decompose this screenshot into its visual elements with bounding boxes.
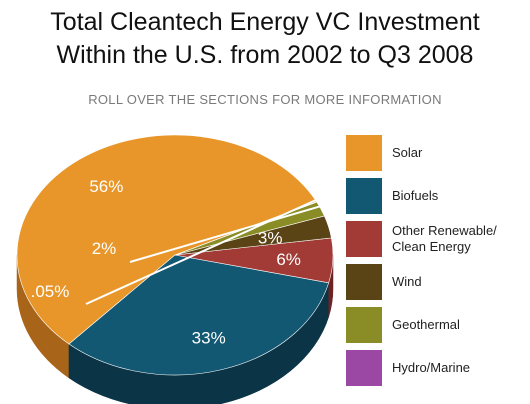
leader-line-hydro-marine	[85, 196, 322, 305]
chart-subtitle: ROLL OVER THE SECTIONS FOR MORE INFORMAT…	[88, 92, 442, 107]
legend-swatch-geothermal	[346, 307, 382, 343]
chart-title: Total Cleantech Energy VC Investment Wit…	[0, 6, 530, 72]
pie-tops	[16, 134, 334, 376]
legend-item-geothermal[interactable]: Geothermal	[346, 307, 530, 343]
chart-title-line-1: Total Cleantech Energy VC Investment	[50, 8, 480, 36]
pie-labels: 56% 33% 6% 3% 2% .05%	[31, 177, 326, 348]
legend-swatch-other-renewable-clean-energy	[346, 221, 382, 257]
legend-item-solar[interactable]: Solar	[346, 135, 530, 171]
legend-item-hydro-marine[interactable]: Hydro/Marine	[346, 350, 530, 386]
legend-label-biofuels: Biofuels	[392, 188, 439, 203]
legend-label-geothermal: Geothermal	[392, 317, 460, 332]
pie-label-solar: 56%	[89, 177, 123, 196]
pie-slice-solar[interactable]	[16, 134, 318, 345]
pie-label-hydro-marine: .05%	[31, 282, 70, 301]
pie-slice-biofuels[interactable]	[68, 254, 330, 376]
legend-swatch-wind	[346, 264, 382, 300]
pie-label-wind: 3%	[258, 229, 283, 248]
legend-label-hydro-marine: Hydro/Marine	[392, 360, 471, 375]
legend-swatch-biofuels	[346, 178, 382, 214]
legend-item-biofuels[interactable]: Biofuels	[346, 178, 530, 214]
legend-swatch-hydro-marine	[346, 350, 382, 386]
pie-label-biofuels: 33%	[192, 329, 226, 348]
legend-swatch-solar	[346, 135, 382, 171]
chart-title-line-2: Within the U.S. from 2002 to Q3 2008	[56, 41, 474, 69]
pie-label-other-renewable-clean-energy: 6%	[276, 250, 301, 269]
leader-line-geothermal	[129, 203, 326, 263]
legend-item-wind[interactable]: Wind	[346, 264, 530, 300]
pie-label-geothermal: 2%	[92, 239, 117, 258]
legend-label-solar: Solar	[392, 145, 423, 160]
legend-label-other-renewable-clean-energy: Other Renewable/Clean Energy	[392, 223, 497, 254]
legend-item-other-renewable-clean-energy[interactable]: Other Renewable/Clean Energy	[346, 221, 530, 257]
legend-label-wind: Wind	[392, 274, 422, 289]
